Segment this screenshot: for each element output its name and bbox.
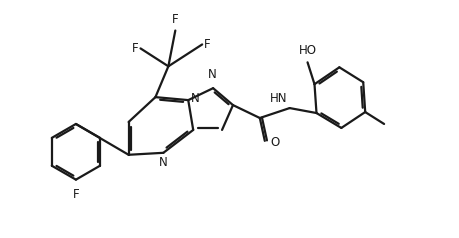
- Text: HN: HN: [269, 92, 287, 105]
- Text: F: F: [204, 38, 210, 51]
- Text: F: F: [132, 42, 138, 55]
- Text: N: N: [207, 68, 216, 81]
- Text: N: N: [191, 92, 200, 105]
- Text: O: O: [270, 136, 280, 149]
- Text: HO: HO: [298, 44, 316, 57]
- Text: N: N: [159, 156, 168, 169]
- Text: F: F: [73, 188, 79, 201]
- Text: F: F: [172, 13, 178, 25]
